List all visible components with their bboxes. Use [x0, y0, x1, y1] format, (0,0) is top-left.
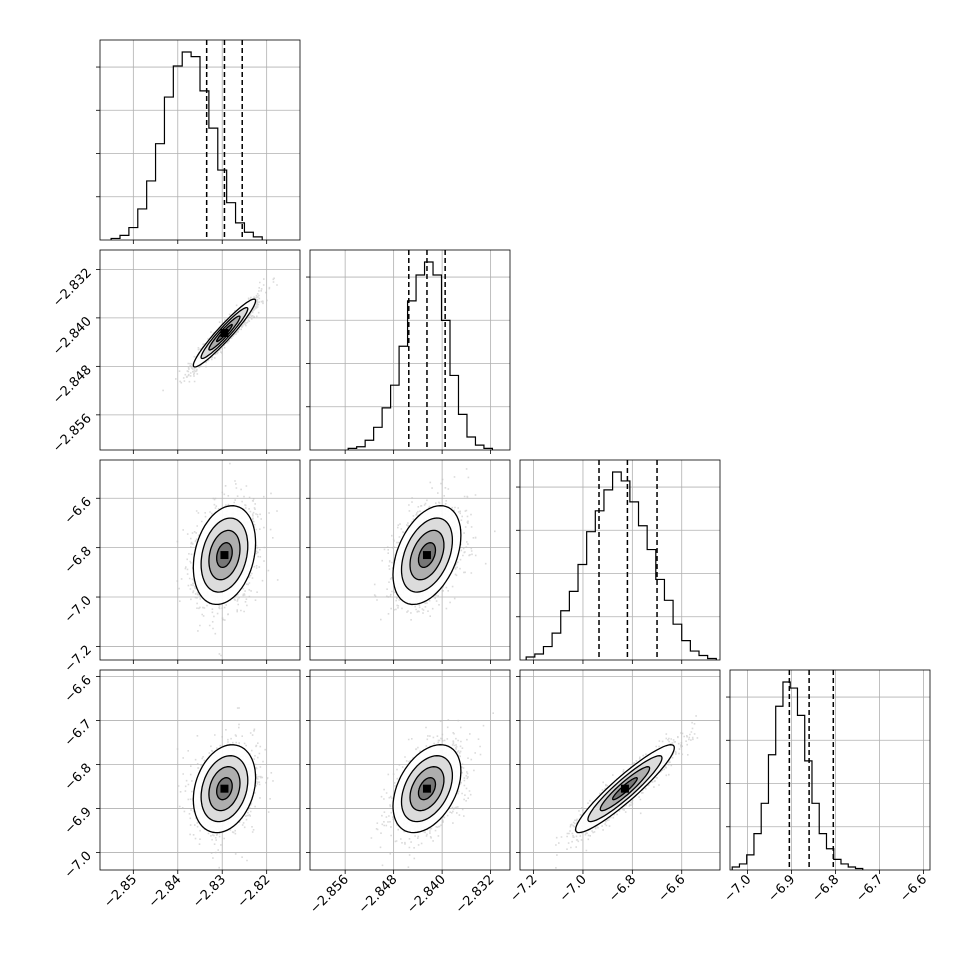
y-tick-label: −6.6 — [62, 494, 95, 527]
panel-frame — [519, 669, 721, 871]
density-peak — [220, 551, 229, 560]
y-tick-label: −6.6 — [62, 673, 95, 706]
histogram-step — [347, 261, 494, 450]
contour-line — [587, 755, 663, 823]
y-tick-label: −2.840 — [50, 314, 95, 359]
hist-panel-4 — [726, 669, 931, 871]
histogram-step — [110, 51, 263, 240]
contour-line — [392, 505, 462, 606]
x-tick-label: −2.83 — [190, 872, 229, 911]
x-tick-label: −7.2 — [507, 872, 540, 905]
y-tick-label: −6.8 — [62, 544, 95, 577]
x-tick-label: −2.82 — [235, 872, 274, 911]
x-tick-label: −6.7 — [853, 872, 886, 905]
density-peak — [620, 784, 629, 793]
scatter-panel-6 — [519, 669, 721, 871]
contour-line — [400, 517, 454, 593]
x-tick-label: −2.85 — [101, 872, 140, 911]
histogram-step — [525, 471, 717, 660]
contour-line — [409, 766, 445, 812]
contour-line — [574, 744, 675, 834]
x-tick-label: −6.9 — [765, 872, 798, 905]
panel-frame — [309, 249, 511, 451]
contour-line — [200, 517, 249, 593]
panel-frame — [99, 249, 301, 451]
y-tick-label: −7.0 — [62, 849, 95, 882]
contour-line — [208, 315, 241, 351]
panel-frame — [309, 459, 511, 661]
panel-frame — [99, 459, 301, 661]
y-tick-label: −6.8 — [62, 761, 95, 794]
x-tick-label: −7.0 — [721, 872, 754, 905]
contour-line — [216, 323, 233, 343]
y-tick-label: −6.9 — [62, 805, 95, 838]
x-tick-label: −2.84 — [146, 872, 185, 911]
density-peak — [220, 329, 229, 338]
panel-frame — [729, 669, 931, 871]
x-tick-label: −2.840 — [404, 872, 449, 917]
contour-line — [392, 744, 462, 834]
x-tick-label: −2.832 — [453, 872, 498, 917]
y-tick-label: −2.832 — [50, 266, 95, 311]
histogram-step — [731, 681, 864, 870]
contour-line — [216, 542, 233, 569]
density-peak — [422, 551, 431, 560]
x-tick-label: −6.8 — [809, 872, 842, 905]
y-tick-label: −7.2 — [62, 643, 95, 676]
scatter-panel-3 — [309, 459, 511, 661]
x-tick-label: −2.848 — [356, 872, 401, 917]
contour-line — [599, 766, 651, 812]
hist-panel-1 — [96, 39, 301, 241]
scatter-panel-4 — [99, 669, 301, 871]
contour-line — [417, 542, 437, 569]
contour-line — [208, 766, 241, 812]
scatter-panel-1 — [99, 249, 301, 451]
contour-line — [216, 777, 233, 801]
scatter-panel-2 — [99, 459, 301, 661]
y-tick-label: −7.0 — [62, 593, 95, 626]
panel-frame — [99, 39, 301, 241]
x-tick-label: −6.6 — [897, 872, 930, 905]
contour-line — [192, 505, 257, 606]
x-tick-label: −6.6 — [656, 872, 689, 905]
hist-panel-3 — [516, 459, 721, 661]
contour-line — [200, 755, 249, 823]
hist-panel-2 — [306, 249, 511, 451]
contour-line — [417, 777, 437, 801]
contour-line — [192, 744, 257, 834]
contour-line — [192, 298, 257, 368]
y-tick-label: −6.7 — [62, 717, 95, 750]
x-tick-label: −7.0 — [557, 872, 590, 905]
x-tick-label: −6.8 — [606, 872, 639, 905]
scatter-panel-5 — [309, 669, 511, 871]
y-tick-label: −2.848 — [50, 363, 95, 408]
panel-frame — [99, 669, 301, 871]
contour-line — [611, 777, 638, 801]
y-tick-label: −2.856 — [50, 411, 95, 456]
contour-line — [208, 529, 241, 581]
panel-frame — [519, 459, 721, 661]
density-peak — [220, 784, 229, 793]
contour-line — [409, 529, 445, 581]
contour-line — [200, 306, 249, 360]
panel-frame — [309, 669, 511, 871]
x-tick-label: −2.856 — [307, 872, 352, 917]
density-peak — [422, 784, 431, 793]
contour-line — [400, 755, 454, 823]
